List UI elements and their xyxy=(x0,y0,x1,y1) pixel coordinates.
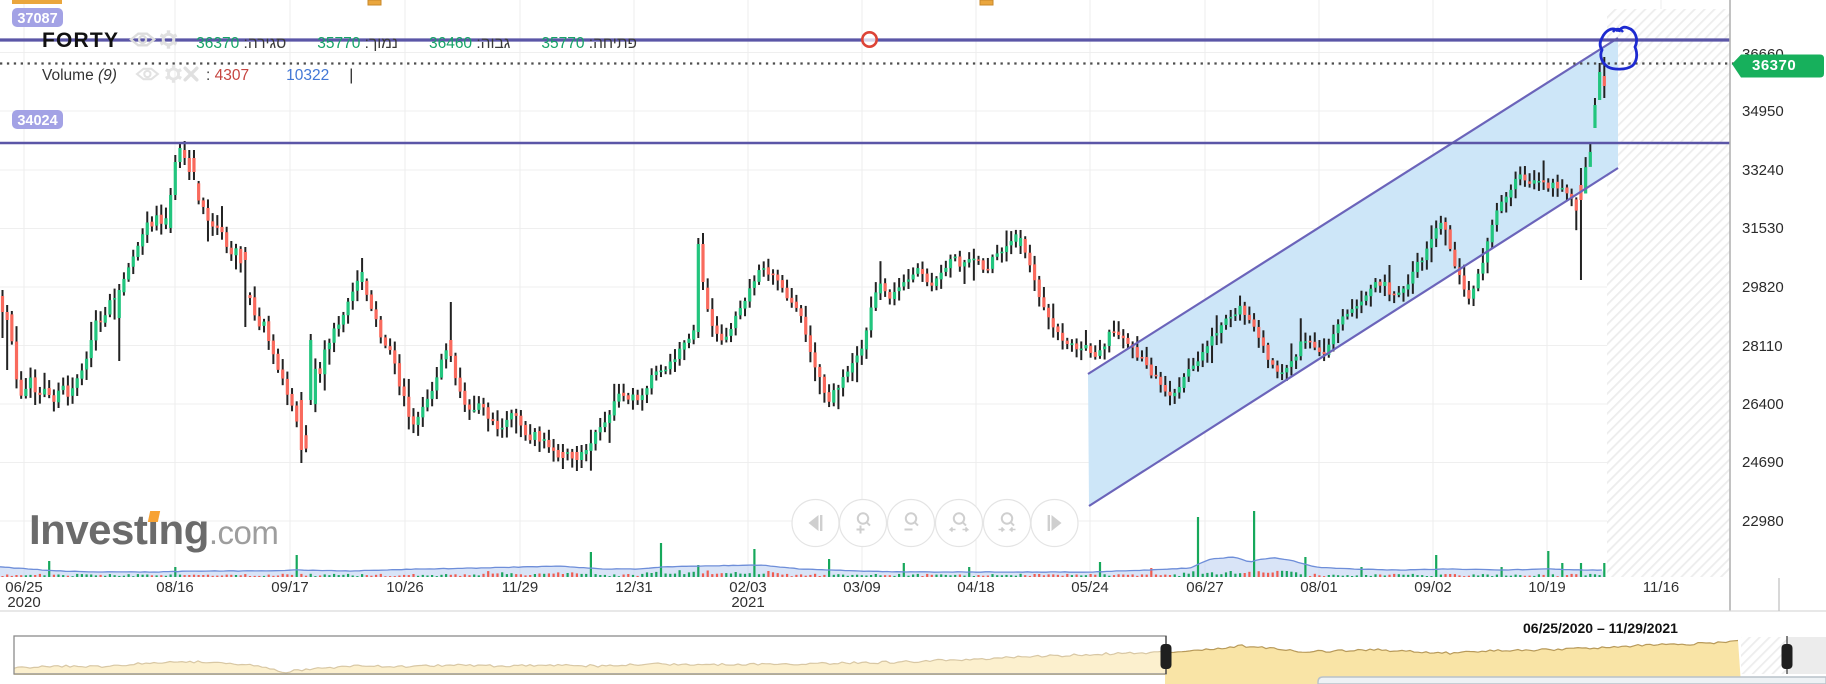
svg-text:37087: 37087 xyxy=(17,11,57,27)
svg-text:34024: 34024 xyxy=(17,113,57,129)
